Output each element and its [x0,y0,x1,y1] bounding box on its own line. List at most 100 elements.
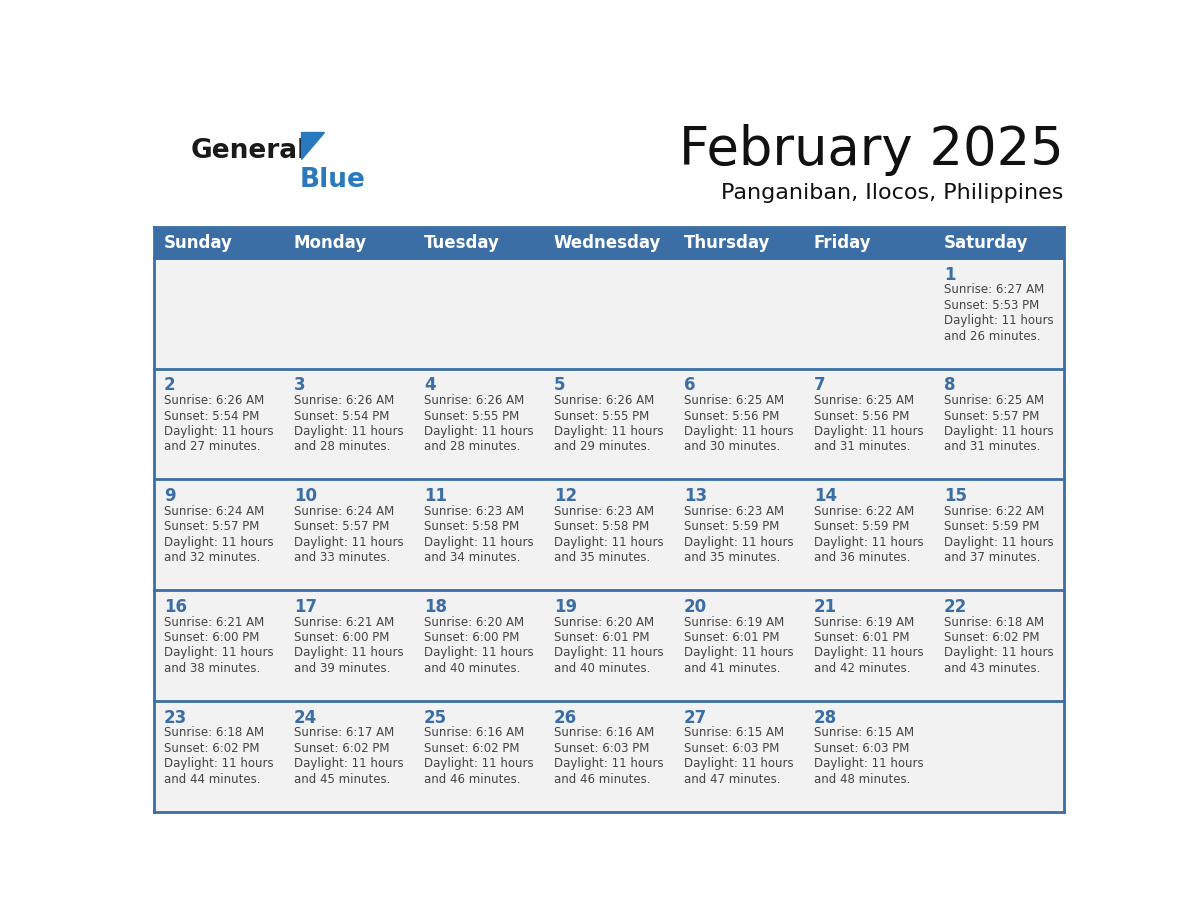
Text: Sunrise: 6:23 AM: Sunrise: 6:23 AM [684,505,784,518]
Text: Daylight: 11 hours: Daylight: 11 hours [944,314,1054,327]
Text: Daylight: 11 hours: Daylight: 11 hours [554,536,664,549]
Text: Daylight: 11 hours: Daylight: 11 hours [164,536,273,549]
Text: Daylight: 11 hours: Daylight: 11 hours [944,425,1054,438]
Bar [934,258,1063,369]
Text: Daylight: 11 hours: Daylight: 11 hours [684,425,794,438]
Text: Sunrise: 6:26 AM: Sunrise: 6:26 AM [424,394,524,408]
Text: Sunset: 5:54 PM: Sunset: 5:54 PM [164,409,259,422]
Bar [804,369,934,479]
Text: and 46 minutes.: and 46 minutes. [554,773,651,786]
Text: Sunrise: 6:22 AM: Sunrise: 6:22 AM [814,505,914,518]
Text: Monday: Monday [293,233,367,252]
Bar [804,258,934,369]
Bar [284,590,413,701]
Text: Sunset: 6:02 PM: Sunset: 6:02 PM [293,742,390,755]
Bar [674,479,804,590]
Text: and 29 minutes.: and 29 minutes. [554,441,651,453]
Text: 21: 21 [814,598,838,616]
Text: Sunrise: 6:21 AM: Sunrise: 6:21 AM [164,616,264,629]
Text: 23: 23 [164,709,188,727]
Text: Daylight: 11 hours: Daylight: 11 hours [814,425,923,438]
Text: Sunset: 6:03 PM: Sunset: 6:03 PM [684,742,779,755]
Bar [674,590,804,701]
Text: Sunset: 6:00 PM: Sunset: 6:00 PM [293,631,390,644]
Text: 15: 15 [944,487,967,505]
Text: Sunrise: 6:16 AM: Sunrise: 6:16 AM [424,726,524,739]
Text: Daylight: 11 hours: Daylight: 11 hours [814,757,923,770]
Text: and 26 minutes.: and 26 minutes. [944,330,1041,342]
Text: 25: 25 [424,709,447,727]
Text: 9: 9 [164,487,176,505]
Text: Sunset: 5:59 PM: Sunset: 5:59 PM [684,521,779,533]
Text: and 36 minutes.: and 36 minutes. [814,551,910,564]
Text: Sunset: 5:57 PM: Sunset: 5:57 PM [293,521,390,533]
Text: 14: 14 [814,487,838,505]
Text: 19: 19 [554,598,577,616]
Bar [154,369,284,479]
Text: and 28 minutes.: and 28 minutes. [293,441,391,453]
Text: 11: 11 [424,487,447,505]
Bar [154,701,284,812]
Bar [413,258,544,369]
Bar [284,227,413,258]
Text: Sunset: 5:59 PM: Sunset: 5:59 PM [814,521,909,533]
Text: Sunset: 5:58 PM: Sunset: 5:58 PM [424,521,519,533]
Text: Sunset: 6:02 PM: Sunset: 6:02 PM [424,742,519,755]
Bar [544,701,674,812]
Text: Sunset: 6:03 PM: Sunset: 6:03 PM [554,742,650,755]
Bar [284,479,413,590]
Bar [934,590,1063,701]
Text: and 47 minutes.: and 47 minutes. [684,773,781,786]
Text: and 39 minutes.: and 39 minutes. [293,662,391,675]
Bar [934,701,1063,812]
Bar [674,258,804,369]
Text: Tuesday: Tuesday [424,233,500,252]
Text: Sunrise: 6:19 AM: Sunrise: 6:19 AM [684,616,784,629]
Text: 16: 16 [164,598,187,616]
Text: Sunset: 5:57 PM: Sunset: 5:57 PM [944,409,1040,422]
Bar [544,258,674,369]
Bar [804,227,934,258]
Bar [804,590,934,701]
Text: Sunrise: 6:17 AM: Sunrise: 6:17 AM [293,726,394,739]
Text: and 28 minutes.: and 28 minutes. [424,441,520,453]
Text: Sunrise: 6:25 AM: Sunrise: 6:25 AM [684,394,784,408]
Text: Sunrise: 6:20 AM: Sunrise: 6:20 AM [424,616,524,629]
Bar [674,701,804,812]
Bar [413,227,544,258]
Bar [154,590,284,701]
Text: Daylight: 11 hours: Daylight: 11 hours [554,425,664,438]
Text: Daylight: 11 hours: Daylight: 11 hours [164,757,273,770]
Text: Daylight: 11 hours: Daylight: 11 hours [944,536,1054,549]
Text: 3: 3 [293,376,305,395]
Text: 8: 8 [944,376,955,395]
Text: Sunrise: 6:18 AM: Sunrise: 6:18 AM [164,726,264,739]
Bar [154,479,284,590]
Text: and 27 minutes.: and 27 minutes. [164,441,260,453]
Bar [154,227,284,258]
Text: Daylight: 11 hours: Daylight: 11 hours [293,536,404,549]
Text: Sunset: 5:53 PM: Sunset: 5:53 PM [944,299,1040,312]
Text: and 34 minutes.: and 34 minutes. [424,551,520,564]
Text: February 2025: February 2025 [680,124,1063,176]
Text: and 42 minutes.: and 42 minutes. [814,662,910,675]
Text: 20: 20 [684,598,707,616]
Text: 4: 4 [424,376,436,395]
Text: Sunset: 5:56 PM: Sunset: 5:56 PM [684,409,779,422]
Text: Sunrise: 6:26 AM: Sunrise: 6:26 AM [554,394,655,408]
Bar [413,701,544,812]
Bar [413,590,544,701]
Text: 26: 26 [554,709,577,727]
Text: Sunset: 6:01 PM: Sunset: 6:01 PM [814,631,909,644]
Text: and 41 minutes.: and 41 minutes. [684,662,781,675]
Bar [804,701,934,812]
Text: Sunset: 6:02 PM: Sunset: 6:02 PM [944,631,1040,644]
Text: Sunset: 6:03 PM: Sunset: 6:03 PM [814,742,909,755]
Text: Sunrise: 6:22 AM: Sunrise: 6:22 AM [944,505,1044,518]
Text: Daylight: 11 hours: Daylight: 11 hours [424,757,533,770]
Text: Sunrise: 6:15 AM: Sunrise: 6:15 AM [684,726,784,739]
Text: Sunrise: 6:16 AM: Sunrise: 6:16 AM [554,726,655,739]
Polygon shape [302,131,324,160]
Bar [284,701,413,812]
Text: Sunset: 5:58 PM: Sunset: 5:58 PM [554,521,649,533]
